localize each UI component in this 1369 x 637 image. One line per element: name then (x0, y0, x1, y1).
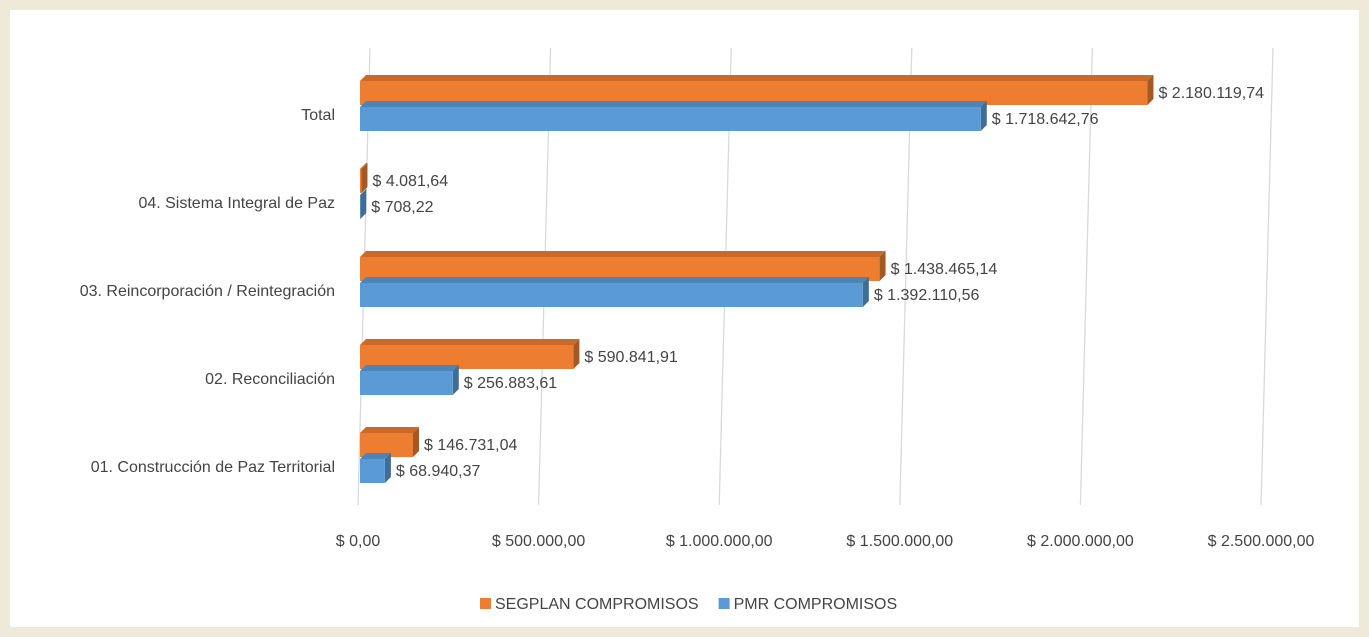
legend-swatch (718, 598, 730, 609)
data-label: $ 4.081,64 (372, 173, 448, 190)
x-tick-label: $ 500.000,00 (492, 533, 586, 550)
y-tick-label: 01. Construcción de Paz Territorial (91, 459, 335, 476)
bar-face (360, 283, 863, 307)
bar-face (412, 427, 419, 457)
bar-face (360, 339, 580, 345)
bar-face (879, 251, 886, 281)
bar-face (360, 101, 987, 107)
y-tick-label: 04. Sistema Integral de Paz (138, 195, 335, 212)
bar (360, 339, 580, 369)
bar (360, 453, 391, 483)
bar-face (384, 453, 391, 483)
bar (360, 163, 368, 193)
data-label: $ 256.883,61 (464, 375, 558, 392)
data-label: $ 1.438.465,14 (891, 261, 998, 278)
grid-line (1079, 47, 1094, 506)
bar-face (360, 251, 886, 257)
bar-face (361, 163, 368, 193)
bar-face (360, 189, 367, 195)
data-label: $ 146.731,04 (424, 437, 518, 454)
x-tick-label: $ 2.000.000,00 (1027, 533, 1134, 550)
x-tick-label: $ 0,00 (336, 533, 381, 550)
data-label: $ 68.940,37 (396, 463, 481, 480)
bar-face (452, 365, 459, 395)
bar-face (360, 277, 869, 283)
bar-face (360, 163, 368, 169)
data-label: $ 2.180.119,74 (1158, 85, 1264, 102)
bar (360, 277, 869, 307)
bar (360, 101, 987, 131)
bar-face (360, 371, 453, 395)
data-label: $ 1.718.642,76 (992, 111, 1099, 128)
data-label: $ 708,22 (371, 199, 433, 216)
y-tick-label: 03. Reincorporación / Reintegración (80, 283, 335, 300)
bar (360, 427, 419, 457)
y-tick-label: Total (301, 107, 335, 124)
x-tick-label: $ 2.500.000,00 (1208, 533, 1315, 550)
grid-line (1260, 47, 1274, 506)
data-label: $ 1.392.110,56 (874, 287, 980, 304)
x-tick-label: $ 1.000.000,00 (666, 533, 773, 550)
bar-face (862, 277, 869, 307)
bar-face (360, 365, 459, 371)
bar (360, 189, 367, 219)
bar (360, 251, 886, 281)
bar-face (980, 101, 987, 131)
bar-face (360, 169, 362, 193)
x-tick-label: $ 1.500.000,00 (846, 533, 953, 550)
bar-face (360, 427, 419, 433)
bar-face (360, 459, 385, 483)
bar-face (360, 75, 1154, 81)
legend-label: SEGPLAN COMPROMISOS (495, 596, 699, 613)
bar-face (360, 189, 367, 219)
bar-face (360, 453, 391, 459)
bar-face (573, 339, 580, 369)
legend-swatch (480, 598, 491, 609)
y-tick-label: 02. Reconciliación (205, 371, 335, 388)
bar-face (360, 107, 981, 131)
legend-label: PMR COMPROMISOS (734, 596, 898, 613)
bar-face (1147, 75, 1154, 105)
data-label: $ 590.841,91 (584, 349, 678, 366)
bar (360, 75, 1154, 105)
bar (360, 365, 459, 395)
